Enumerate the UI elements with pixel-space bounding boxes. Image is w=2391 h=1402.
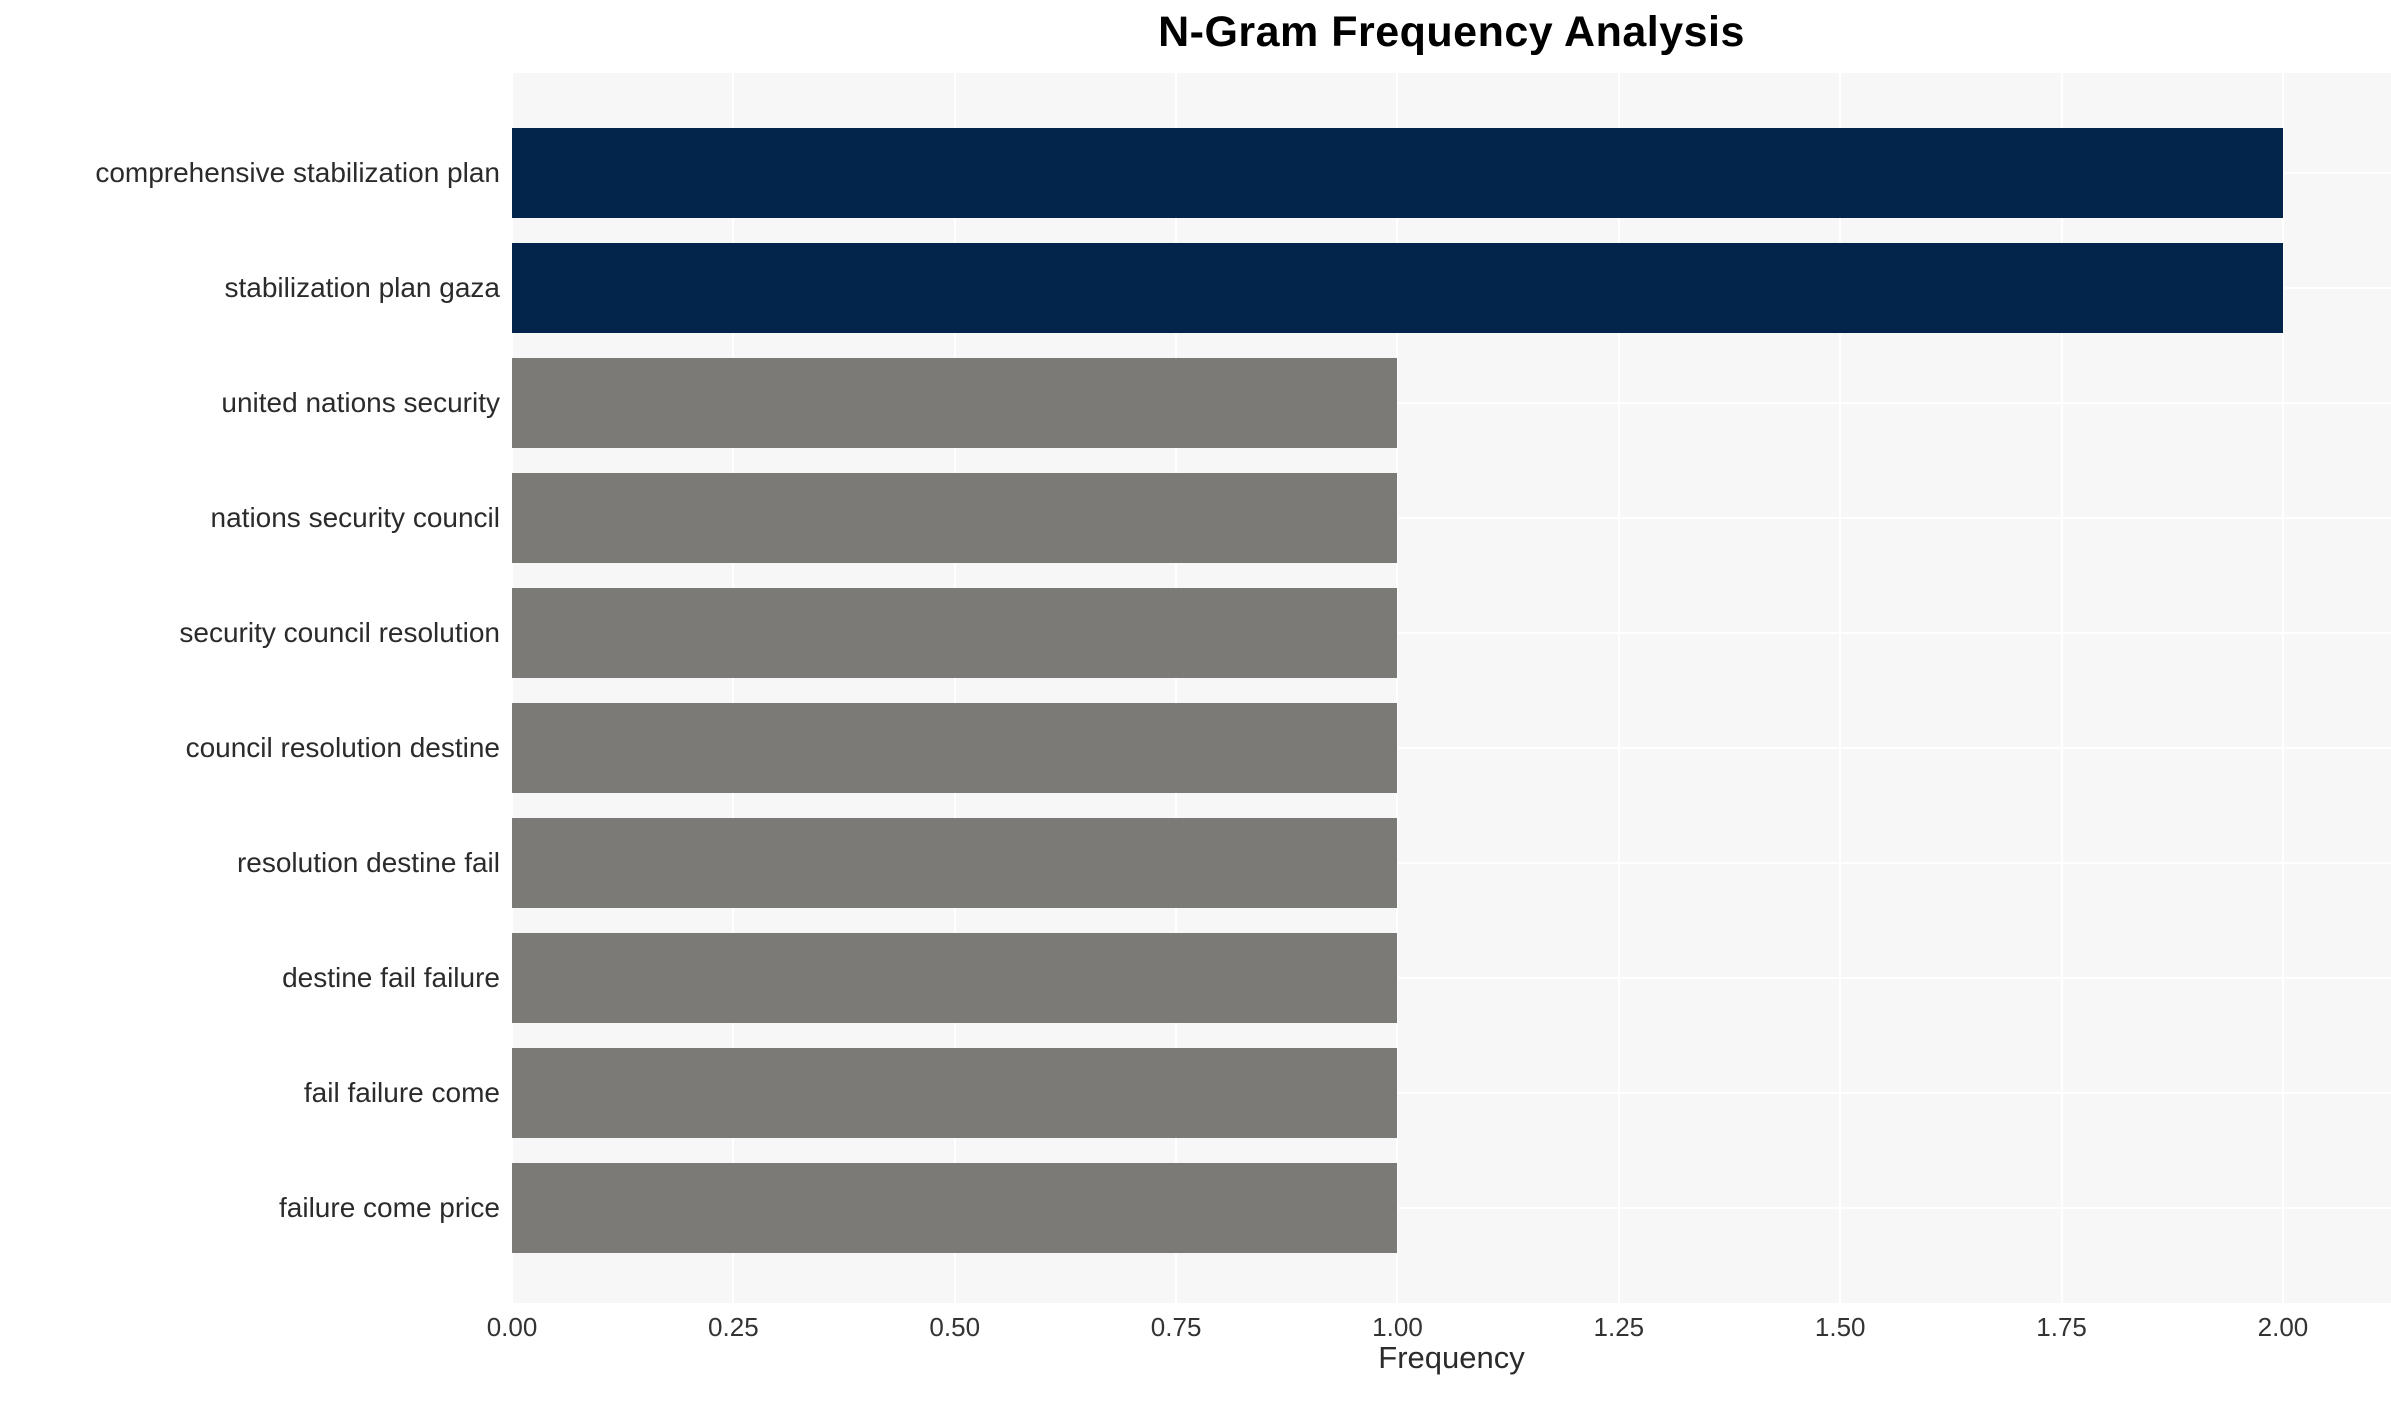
y-axis-label: comprehensive stabilization plan: [95, 157, 500, 188]
y-axis-label: destine fail failure: [282, 962, 500, 993]
chart-title: N-Gram Frequency Analysis: [1158, 8, 1745, 56]
x-axis-tick-label: 2.00: [2257, 1312, 2309, 1342]
vertical-gridline: [2060, 73, 2063, 1303]
vertical-gridline: [1396, 73, 1399, 1303]
horizontal-gridline: [512, 517, 2391, 519]
plot-area: [511, 73, 2391, 1303]
x-axis-tick-label: 1.50: [1814, 1312, 1866, 1342]
bar-united-nations-security: [512, 358, 1398, 448]
bar-failure-come-price: [512, 1163, 1398, 1253]
bar-council-resolution-destine: [512, 703, 1398, 793]
vertical-gridline: [732, 73, 735, 1303]
y-axis-label: failure come price: [279, 1192, 500, 1223]
bar-nations-security-council: [512, 473, 1398, 563]
x-axis-tick-label: 1.25: [1593, 1312, 1645, 1342]
bar-security-council-resolution: [512, 588, 1398, 678]
horizontal-gridline: [512, 402, 2391, 404]
x-axis-tick-label: 1.00: [1372, 1312, 1423, 1342]
horizontal-gridline: [512, 747, 2391, 749]
x-axis-tick-label: 0.00: [486, 1312, 538, 1342]
x-axis-title: Frequency: [1378, 1340, 1525, 1375]
y-axis-label: nations security council: [210, 502, 500, 533]
vertical-gridline: [511, 73, 513, 1303]
bar-comprehensive-stabilization-plan: [512, 128, 2283, 218]
vertical-gridline: [953, 73, 956, 1303]
horizontal-gridline: [512, 1092, 2391, 1094]
vertical-gridline: [2281, 73, 2284, 1303]
bar-destine-fail-failure: [512, 933, 1398, 1023]
x-axis-tick-label: 0.50: [929, 1312, 981, 1342]
y-axis-label: council resolution destine: [185, 732, 500, 763]
vertical-gridline: [1839, 73, 1842, 1303]
bar-fail-failure-come: [512, 1048, 1398, 1138]
bar-stabilization-plan-gaza: [512, 243, 2283, 333]
horizontal-gridline: [512, 632, 2391, 634]
y-axis-label: security council resolution: [179, 617, 500, 648]
x-axis-tick-label: 1.75: [2036, 1312, 2087, 1342]
bar-resolution-destine-fail: [512, 818, 1398, 908]
horizontal-gridline: [512, 862, 2391, 864]
y-axis-label: stabilization plan gaza: [224, 272, 500, 303]
vertical-gridline: [1617, 73, 1620, 1303]
y-axis-label: united nations security: [221, 387, 500, 418]
y-axis-label: resolution destine fail: [236, 847, 500, 878]
horizontal-gridline: [512, 1207, 2391, 1209]
x-axis-tick-label: 0.25: [708, 1312, 759, 1342]
y-axis-label: fail failure come: [303, 1077, 500, 1108]
x-axis-tick-label: 0.75: [1150, 1312, 1202, 1342]
vertical-gridline: [1175, 73, 1178, 1303]
horizontal-gridline: [512, 977, 2391, 979]
